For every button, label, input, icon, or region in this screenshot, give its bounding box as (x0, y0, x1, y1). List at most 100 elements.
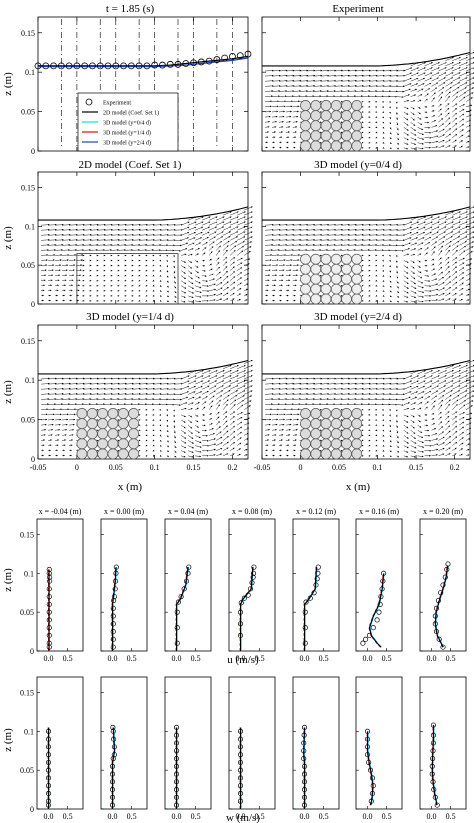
velocity-vector (48, 418, 55, 421)
velocity-vector (159, 444, 162, 447)
velocity-vector (417, 275, 423, 279)
velocity-vector (285, 259, 293, 261)
velocity-vector (355, 403, 363, 406)
velocity-vector (244, 288, 248, 292)
velocity-vector (410, 300, 416, 303)
velocity-vector (459, 72, 468, 77)
profile-frame (36, 676, 84, 810)
velocity-vector (271, 449, 275, 452)
velocity-vector (431, 82, 439, 87)
velocity-vector (265, 100, 273, 103)
velocity-vector (341, 90, 350, 92)
experiment-point (174, 60, 182, 68)
velocity-vector (208, 263, 212, 266)
velocity-vector (166, 425, 169, 428)
velocity-vector (41, 428, 47, 431)
cylinder (330, 293, 342, 305)
velocity-vector (62, 377, 71, 380)
profile-model-line (240, 567, 254, 651)
velocity-vector (348, 223, 357, 226)
velocity-vector (431, 433, 438, 436)
velocity-vector (209, 283, 216, 286)
velocity-vector (216, 375, 225, 380)
velocity-vector (410, 265, 415, 269)
cylinder (300, 293, 311, 305)
velocity-vector (90, 398, 99, 400)
velocity-vector (459, 412, 465, 416)
velocity-vector (271, 244, 281, 246)
y-tick-label: 0.05 (21, 261, 35, 270)
velocity-vector (396, 285, 399, 289)
velocity-vector (292, 136, 297, 139)
cylinder (310, 418, 322, 430)
velocity-vector (146, 403, 154, 406)
x-tick-label: 0.5 (446, 812, 456, 821)
velocity-vector (222, 441, 229, 446)
velocity-vector (410, 419, 415, 423)
velocity-vector (195, 407, 199, 410)
velocity-vector (431, 110, 435, 113)
velocity-vector (355, 85, 364, 87)
cylinder (300, 418, 311, 430)
u-profiles: x = -0.04 (m)00.050.10.150.0 0.5x = 0.00 … (20, 507, 467, 663)
velocity-vector (118, 382, 127, 385)
cylinder (320, 418, 332, 430)
velocity-vector (445, 57, 454, 61)
velocity-vector (389, 430, 392, 433)
velocity-vector (180, 270, 186, 274)
velocity-vector (438, 245, 444, 251)
velocity-vector (341, 382, 350, 385)
velocity-vector (166, 285, 169, 288)
velocity-vector (445, 216, 454, 221)
velocity-vector (459, 272, 465, 276)
panel-3d-y1: 00.050.10.15-0.05 0 0.05 0.1 0.15 0.2 (21, 324, 253, 472)
velocity-vector (244, 221, 253, 226)
velocity-vector (69, 274, 75, 277)
velocity-vector (167, 377, 176, 380)
velocity-vector (188, 285, 194, 289)
velocity-vector (396, 249, 404, 252)
velocity-vector (244, 438, 249, 441)
velocity-vector (389, 223, 399, 226)
velocity-vector (285, 131, 290, 134)
velocity-vector (348, 238, 357, 241)
velocity-vector (327, 249, 336, 251)
velocity-vector (466, 140, 470, 143)
velocity-vector (223, 365, 232, 369)
velocity-vector (69, 434, 74, 436)
velocity-vector (55, 423, 61, 426)
velocity-vector (62, 387, 71, 390)
profile-title: x = 0.08 (m) (232, 507, 272, 516)
velocity-vector (209, 370, 218, 375)
velocity-vector (41, 238, 50, 241)
velocity-vector (431, 385, 439, 390)
velocity-vector (265, 141, 268, 144)
velocity-vector (285, 279, 291, 282)
velocity-vector (452, 292, 457, 297)
profile-title: x = 0.20 (m) (423, 507, 463, 516)
velocity-vector (410, 221, 419, 226)
velocity-vector (125, 382, 134, 385)
velocity-vector (292, 90, 302, 92)
cylinder (300, 110, 311, 122)
velocity-vector (438, 447, 445, 451)
velocity-vector (244, 268, 250, 271)
velocity-vector (459, 395, 467, 400)
velocity-vector (452, 453, 457, 457)
velocity-vector (355, 95, 363, 98)
velocity-vector (278, 428, 284, 431)
legend-experiment-label: Experiment (103, 101, 131, 107)
velocity-vector (382, 105, 385, 108)
velocity-vector (153, 228, 162, 231)
velocity-vector (459, 221, 468, 226)
velocity-vector (292, 454, 296, 457)
velocity-vector (271, 439, 276, 442)
velocity-vector (327, 85, 337, 87)
velocity-vector (285, 238, 295, 241)
velocity-vector (320, 95, 329, 98)
velocity-vector (41, 249, 49, 251)
velocity-vector (223, 375, 232, 380)
velocity-vector (292, 126, 298, 128)
velocity-vector (466, 278, 471, 281)
velocity-vector (466, 92, 474, 97)
